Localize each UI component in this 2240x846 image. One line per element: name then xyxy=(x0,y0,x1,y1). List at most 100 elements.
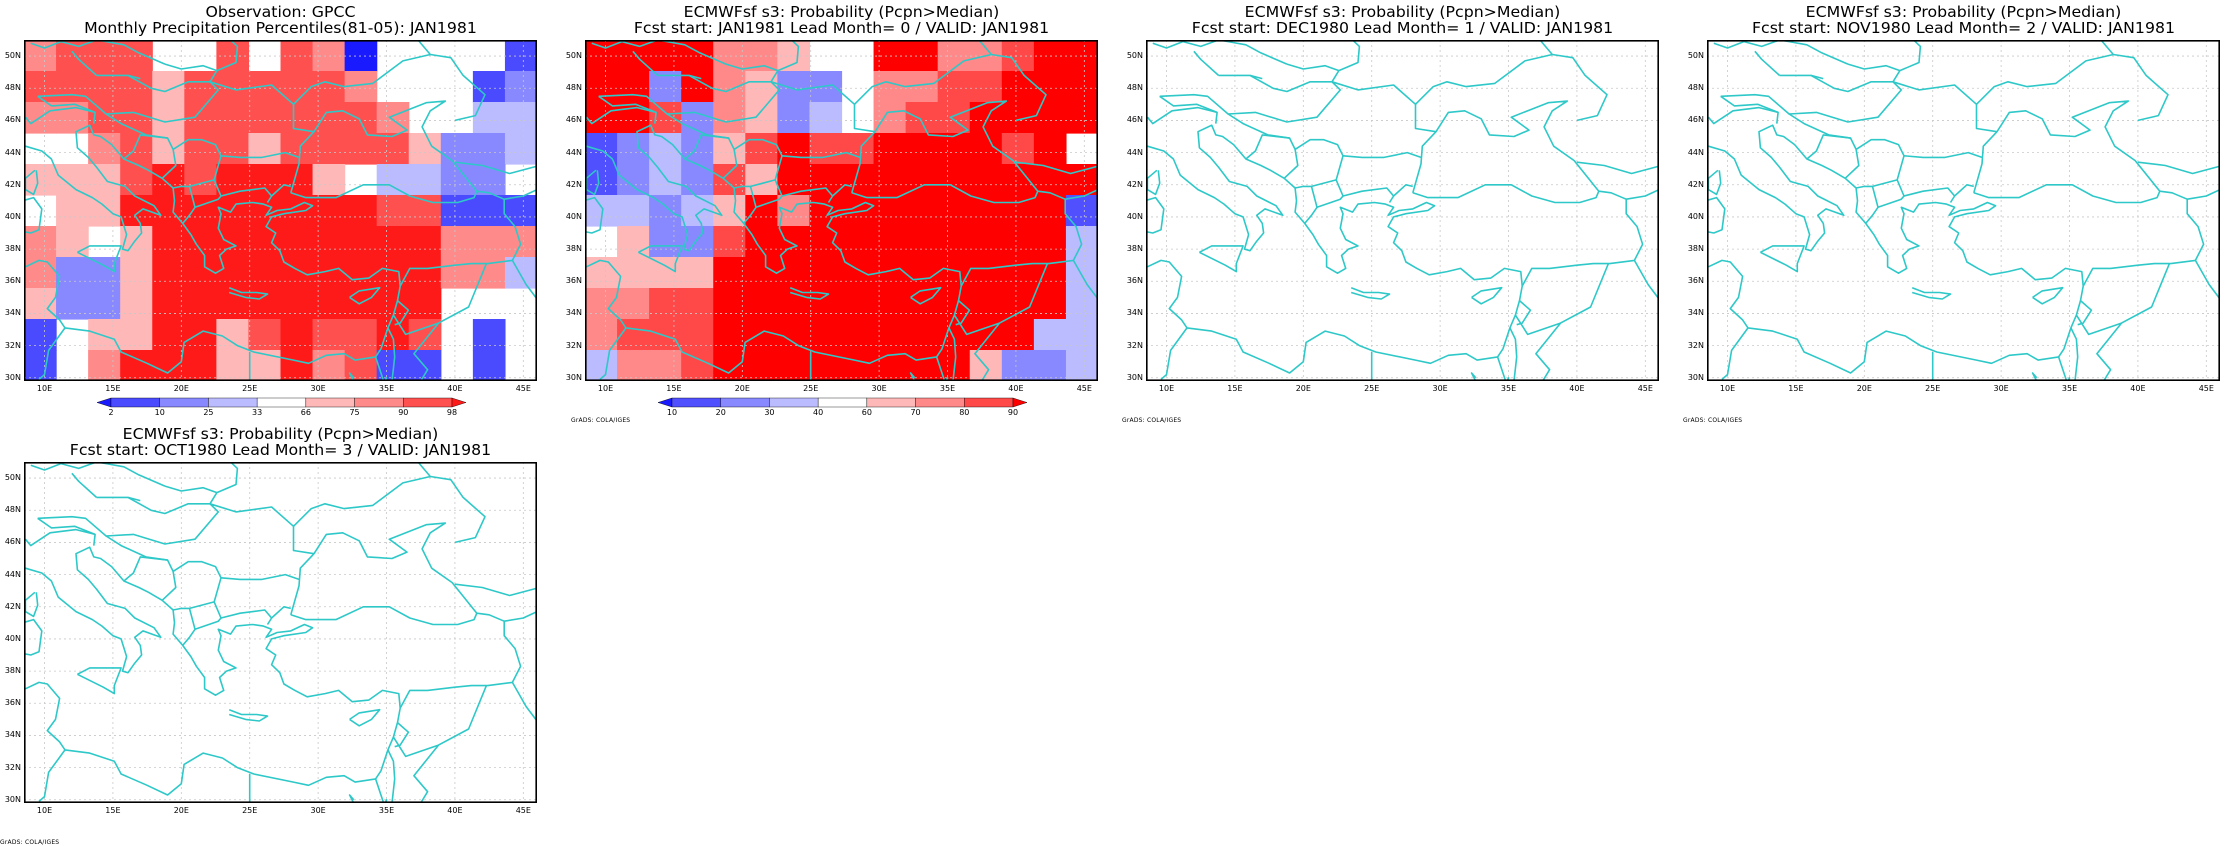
coastline xyxy=(1954,184,1974,197)
lat-tick-label: 32N xyxy=(1687,340,1704,350)
coastline xyxy=(172,560,222,611)
coastline xyxy=(1471,286,1503,305)
shaded-cell xyxy=(937,195,971,227)
shaded-cell xyxy=(472,226,506,258)
shaded-cell xyxy=(1001,350,1035,381)
lat-tick-label: 50N xyxy=(1126,51,1143,61)
colorbar-swatch xyxy=(671,397,721,408)
colorbar-label: 25 xyxy=(203,408,214,417)
shaded-cell xyxy=(905,133,939,165)
shaded-cell xyxy=(1001,288,1035,320)
coastline xyxy=(755,195,783,209)
shaded-cell xyxy=(408,257,442,289)
coastline xyxy=(37,95,96,124)
shaded-cell xyxy=(56,288,89,320)
coastline xyxy=(417,462,486,544)
lat-tick-label: 40N xyxy=(4,211,21,221)
coastline xyxy=(413,744,440,803)
coastline xyxy=(349,286,381,305)
coastline xyxy=(511,682,537,722)
lon-tick-label: 15E xyxy=(105,806,121,815)
shaded-cell xyxy=(184,288,217,320)
lon-tick-label: 40E xyxy=(447,384,463,393)
panel-subtitle: Fcst start: DEC1980 Lead Month= 1 / VALI… xyxy=(1191,19,1614,37)
colorbar-swatch xyxy=(305,397,355,408)
shaded-cell xyxy=(120,288,153,320)
lat-tick-label: 46N xyxy=(1126,115,1143,125)
shaded-cell xyxy=(216,40,250,72)
lon-tick-label: 10E xyxy=(36,806,53,815)
coastline xyxy=(770,40,800,83)
shaded-cell xyxy=(280,350,314,381)
coastline xyxy=(1806,134,1851,160)
coastline xyxy=(632,50,659,76)
coastline xyxy=(598,95,657,124)
coastline xyxy=(1015,161,1098,200)
shaded-cell xyxy=(152,71,185,103)
colorbar-swatch xyxy=(96,397,112,408)
coastline xyxy=(1509,327,1518,381)
coastline xyxy=(1245,134,1290,160)
shaded-cell xyxy=(408,164,442,196)
shaded-cell xyxy=(1033,102,1067,134)
coastline xyxy=(220,151,300,159)
coastline xyxy=(1146,196,1165,234)
coastline xyxy=(24,528,96,547)
lat-tick-label: 42N xyxy=(4,601,21,611)
coastline xyxy=(657,74,702,80)
coastline xyxy=(25,546,402,796)
lon-tick-label: 30E xyxy=(310,384,326,393)
coastline xyxy=(1193,50,1220,76)
colorbar-label: 80 xyxy=(959,408,970,417)
shaded-cell xyxy=(617,226,650,258)
shaded-cell xyxy=(617,71,650,103)
shaded-cell xyxy=(216,350,250,381)
shaded-cell xyxy=(472,164,506,196)
shaded-cell xyxy=(344,350,378,381)
coastline xyxy=(105,462,166,487)
map-plot xyxy=(24,462,537,803)
lon-tick-label: 20E xyxy=(173,384,189,393)
coastline xyxy=(781,151,861,159)
coastline xyxy=(853,53,992,105)
lat-tick-label: 30N xyxy=(1126,372,1143,382)
lat-tick-label: 34N xyxy=(1126,308,1143,318)
shaded-cell xyxy=(649,71,682,103)
coastline xyxy=(38,749,66,803)
shaded-cell xyxy=(681,288,714,320)
coastline xyxy=(387,327,396,381)
coastline xyxy=(1147,124,1524,374)
colorbar-label: 33 xyxy=(252,408,263,417)
shaded-cell xyxy=(809,257,843,289)
shaded-cell xyxy=(216,195,250,227)
shaded-cell xyxy=(1065,164,1098,196)
coastline xyxy=(24,169,39,196)
shaded-cell xyxy=(649,257,682,289)
shaded-cell xyxy=(312,102,346,134)
colorbar xyxy=(657,397,1028,408)
lat-tick-label: 44N xyxy=(4,147,21,157)
coastline xyxy=(1535,322,1562,381)
panel-subtitle: Fcst start: OCT1980 Lead Month= 3 / VALI… xyxy=(69,441,492,459)
shaded-cell xyxy=(312,226,346,258)
coastline xyxy=(1521,190,1644,287)
shaded-cell xyxy=(88,71,121,103)
shaded-cell xyxy=(713,350,746,381)
panel-subtitle: Monthly Precipitation Percentiles(81-05)… xyxy=(84,19,477,37)
shaded-cell xyxy=(1065,226,1098,258)
coastline xyxy=(684,134,729,160)
map-plot xyxy=(1146,40,1659,381)
shaded-cell xyxy=(344,195,378,227)
lon-tick-label: 35E xyxy=(939,384,956,393)
coastline xyxy=(292,475,431,527)
shaded-cell xyxy=(937,71,971,103)
shaded-cell xyxy=(713,164,746,196)
grads-credit: GrADS: COLA/IGES xyxy=(1683,417,1743,424)
shaded-cell xyxy=(681,350,714,381)
shaded-cell xyxy=(617,319,650,351)
colorbar-label: 70 xyxy=(910,408,921,417)
shaded-cell xyxy=(681,164,714,196)
colorbar-label: 20 xyxy=(715,408,726,417)
shaded-cell xyxy=(649,288,682,320)
grads-credit: GrADS: COLA/IGES xyxy=(0,839,60,846)
